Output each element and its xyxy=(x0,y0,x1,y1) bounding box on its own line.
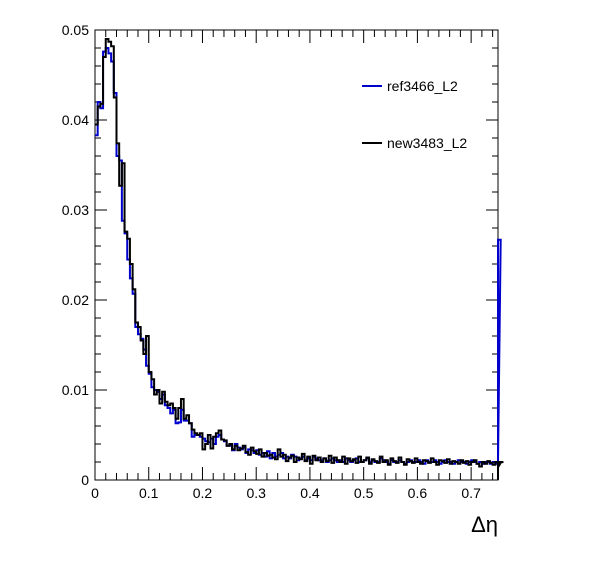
axis-ticks xyxy=(94,29,498,481)
legend-label-new: new3483_L2 xyxy=(387,135,467,151)
y-tick-label: 0.02 xyxy=(62,292,89,308)
x-tick-label: 0.1 xyxy=(139,485,159,501)
y-tick-label: 0 xyxy=(81,472,89,488)
series-line-new xyxy=(95,38,504,480)
x-tick-label: 0 xyxy=(91,485,99,501)
series-layer xyxy=(95,38,504,480)
tick-labels: 0 0.01 0.02 0.03 0.04 0.05 0 0.1 0.2 0.3 0.4 0.5 0.6… xyxy=(62,22,481,501)
x-tick-label: 0.6 xyxy=(408,485,428,501)
y-tick-label: 0.03 xyxy=(62,202,89,218)
legend: ref3466_L2 new3483_L2 xyxy=(362,78,467,151)
legend-label-ref: ref3466_L2 xyxy=(387,78,458,94)
x-tick-label: 0.5 xyxy=(354,485,374,501)
x-tick-label: 0.3 xyxy=(246,485,266,501)
x-tick-label: 0.4 xyxy=(300,485,320,501)
x-tick-label: 0.2 xyxy=(193,485,213,501)
y-tick-label: 0.01 xyxy=(62,382,89,398)
y-tick-label: 0.05 xyxy=(62,22,89,38)
x-tick-label: 0.7 xyxy=(461,485,481,501)
x-axis-label: Δη xyxy=(471,512,498,537)
y-tick-label: 0.04 xyxy=(62,112,89,128)
